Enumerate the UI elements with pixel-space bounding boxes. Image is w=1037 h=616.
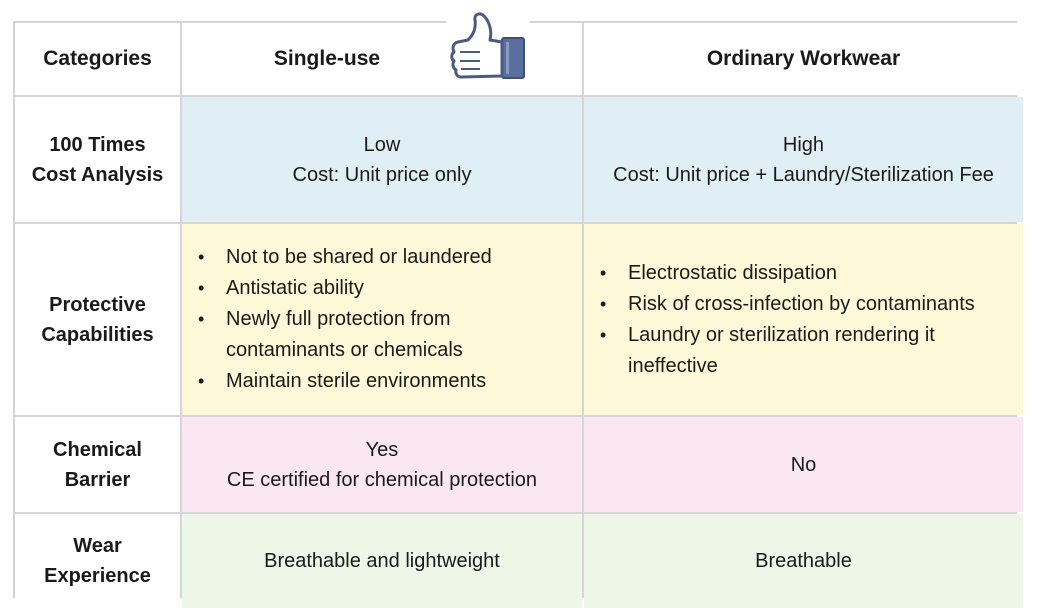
row-label-line: Barrier [64, 468, 131, 491]
list-item: Risk of cross-infection by contaminants [584, 289, 1023, 320]
single-use-chemical-cell: Yes CE certified for chemical protection [182, 417, 582, 512]
cell-text: Breathable and lightweight [264, 550, 500, 572]
cell-text: Low [363, 133, 401, 156]
row-label-line: Cost Analysis [31, 163, 164, 186]
row-label-chemical-barrier: Chemical Barrier [15, 417, 180, 512]
list-item: Maintain sterile environments [182, 366, 582, 397]
list-item: Not to be shared or laundered [182, 242, 582, 273]
ordinary-cost-cell: High Cost: Unit price + Laundry/Steriliz… [584, 97, 1023, 222]
list-item: Laundry or sterilization rendering it in… [584, 320, 1023, 382]
thumbs-up-icon [446, 12, 530, 82]
ordinary-protective-cell: Electrostatic dissipation Risk of cross-… [584, 224, 1023, 415]
bullet-list: Not to be shared or laundered Antistatic… [182, 242, 582, 397]
header-single-use-label: Single-use [273, 47, 381, 70]
row-label-cost-analysis: 100 Times Cost Analysis [15, 97, 180, 222]
single-use-wear-cell: Breathable and lightweight [182, 514, 582, 608]
cell-text: Yes [365, 438, 399, 461]
single-use-protective-cell: Not to be shared or laundered Antistatic… [182, 224, 582, 415]
row-label-line: Protective [49, 293, 146, 316]
header-categories: Categories [15, 23, 180, 95]
row-label-line: Wear [73, 535, 122, 557]
cell-text: High [782, 133, 825, 156]
list-item: Newly full protection from contaminants … [182, 304, 582, 366]
cell-text: No [790, 453, 817, 476]
cell-text: CE certified for chemical protection [226, 468, 538, 491]
ordinary-chemical-cell: No [584, 417, 1023, 512]
ordinary-wear-cell: Breathable [584, 514, 1023, 608]
row-label-wear-experience: Wear Experience [15, 514, 180, 608]
cell-text: Cost: Unit price only [292, 163, 472, 186]
comparison-table: Categories Single-use Ordinary Workwear … [13, 21, 1023, 608]
single-use-cost-cell: Low Cost: Unit price only [182, 97, 582, 222]
bullet-list: Electrostatic dissipation Risk of cross-… [584, 258, 1023, 382]
header-ordinary-workwear: Ordinary Workwear [584, 23, 1023, 95]
row-label-line: Experience [44, 565, 151, 587]
row-label-line: 100 Times [49, 133, 146, 156]
row-label-line: Chemical [53, 438, 142, 461]
list-item: Electrostatic dissipation [584, 258, 1023, 289]
cell-text: Breathable [755, 550, 852, 572]
row-label-line: Capabilities [41, 323, 154, 346]
cell-text: Cost: Unit price + Laundry/Sterilization… [613, 163, 994, 186]
list-item: Antistatic ability [182, 273, 582, 304]
row-label-protective-capabilities: Protective Capabilities [15, 224, 180, 415]
